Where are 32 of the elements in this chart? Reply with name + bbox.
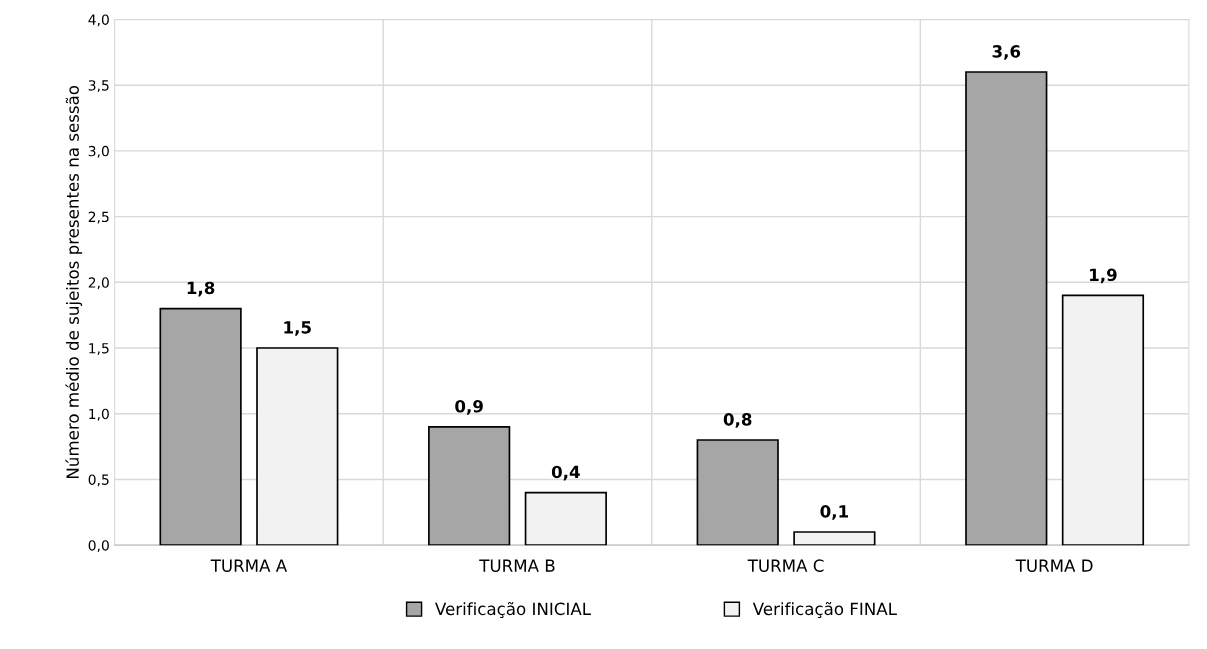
bar: [524, 491, 607, 546]
data-label: 0,8: [723, 413, 752, 428]
data-label: 0,9: [455, 399, 483, 415]
data-label: 0,1: [820, 505, 849, 520]
x-tick-label: TURMA C: [747, 559, 824, 572]
data-label: 3,6: [992, 45, 1021, 60]
data-label: 1,8: [187, 281, 215, 297]
y-tick-label: 4,0: [88, 14, 109, 27]
y-tick-label: 3,0: [88, 145, 109, 158]
y-tick-label: 0,0: [88, 540, 109, 553]
data-label: 1,5: [284, 321, 311, 336]
y-tick-label: 0,5: [88, 474, 109, 487]
y-tick-label: 2,0: [88, 277, 109, 290]
data-label: 0,4: [551, 465, 580, 481]
bar: [793, 531, 876, 546]
bar: [696, 439, 779, 546]
bar: [159, 307, 242, 546]
bar: [428, 426, 511, 546]
y-axis-title: Número médio de sujeitos presentes na sessão: [65, 85, 83, 479]
x-tick-label: TURMA A: [210, 559, 288, 572]
bar: [1061, 294, 1145, 546]
bar: [256, 347, 339, 546]
bar: [965, 71, 1048, 546]
y-tick-label: 3,5: [88, 80, 109, 93]
x-tick-label: TURMA B: [479, 559, 555, 572]
data-label: 1,9: [1090, 268, 1117, 284]
y-tick-label: 1,0: [89, 408, 109, 421]
legend-label: Verificação INICIAL: [435, 601, 591, 619]
y-tick-label: 2,5: [88, 211, 109, 224]
y-tick-label: 1,5: [89, 343, 109, 355]
legend-label: Verificação FINAL: [752, 601, 897, 619]
x-tick-label: TURMA D: [1015, 559, 1093, 572]
